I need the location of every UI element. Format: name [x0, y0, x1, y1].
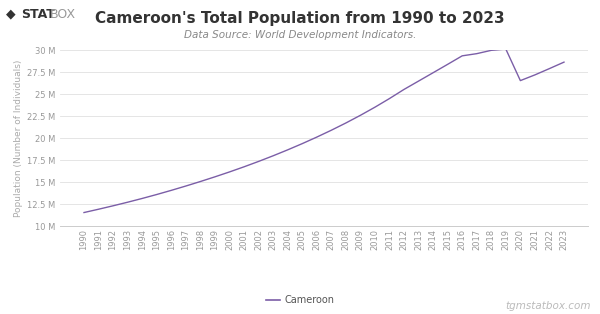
Cameroon [139, 197, 146, 200]
Line: Cameroon: Cameroon [84, 49, 564, 213]
Cameroon [109, 204, 116, 208]
Text: Data Source: World Development Indicators.: Data Source: World Development Indicator… [184, 30, 416, 40]
Cameroon [415, 79, 422, 83]
Cameroon [400, 88, 407, 91]
Y-axis label: Population (Number of Individuals): Population (Number of Individuals) [14, 59, 23, 217]
Cameroon [444, 62, 451, 66]
Cameroon [153, 192, 160, 196]
Cameroon [269, 154, 277, 158]
Cameroon [211, 175, 218, 179]
Text: STAT: STAT [21, 8, 55, 21]
Cameroon [328, 128, 335, 132]
Cameroon [313, 135, 320, 139]
Cameroon [255, 160, 262, 163]
Text: ◆: ◆ [6, 8, 20, 21]
Cameroon [473, 52, 481, 56]
Cameroon [458, 54, 466, 58]
Cameroon [167, 188, 175, 192]
Cameroon [371, 105, 379, 109]
Cameroon [532, 73, 539, 77]
Cameroon [342, 121, 349, 125]
Cameroon [226, 170, 233, 174]
Cameroon [182, 184, 190, 188]
Cameroon [546, 67, 553, 70]
Cameroon [299, 142, 306, 146]
Cameroon [357, 113, 364, 117]
Cameroon [241, 165, 248, 169]
Cameroon [124, 200, 131, 204]
Cameroon [95, 207, 102, 211]
Cameroon [197, 180, 204, 183]
Text: BOX: BOX [50, 8, 76, 21]
Text: tgmstatbox.com: tgmstatbox.com [505, 301, 591, 311]
Legend: Cameroon: Cameroon [262, 291, 338, 309]
Cameroon [386, 97, 393, 100]
Cameroon [517, 79, 524, 83]
Cameroon [284, 148, 291, 152]
Cameroon [560, 60, 568, 64]
Cameroon [502, 47, 509, 51]
Cameroon [430, 71, 437, 75]
Cameroon [80, 211, 88, 214]
Text: Cameroon's Total Population from 1990 to 2023: Cameroon's Total Population from 1990 to… [95, 11, 505, 26]
Cameroon [488, 48, 495, 52]
